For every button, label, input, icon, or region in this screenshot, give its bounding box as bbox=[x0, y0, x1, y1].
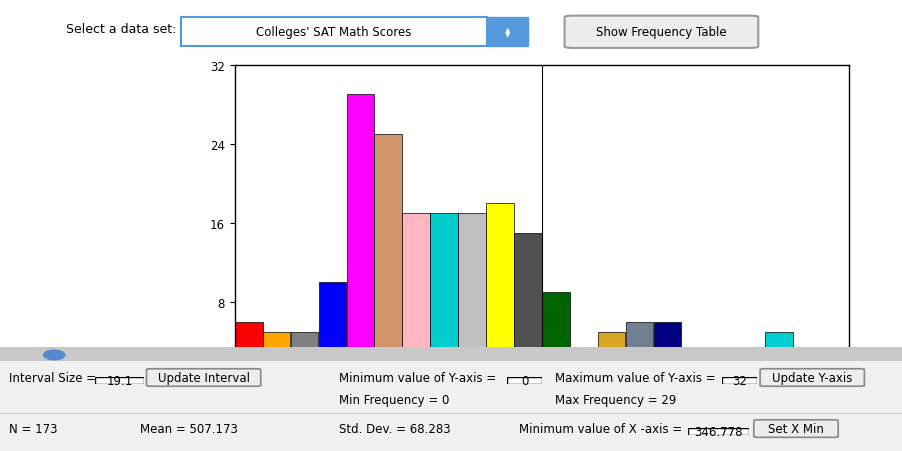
Bar bbox=[262, 332, 290, 381]
Bar bbox=[235, 322, 262, 381]
FancyBboxPatch shape bbox=[180, 18, 486, 47]
Bar bbox=[346, 95, 373, 381]
Text: Min Frequency = 0: Min Frequency = 0 bbox=[338, 393, 448, 405]
Bar bbox=[764, 332, 792, 381]
FancyBboxPatch shape bbox=[753, 420, 837, 437]
Text: Colleges' SAT Math Scores: Colleges' SAT Math Scores bbox=[255, 26, 410, 39]
Text: Select a data set:: Select a data set: bbox=[66, 23, 176, 36]
Text: Set X Min: Set X Min bbox=[768, 422, 823, 435]
Text: 0: 0 bbox=[520, 374, 528, 387]
Bar bbox=[653, 322, 680, 381]
Ellipse shape bbox=[43, 350, 65, 361]
Text: 346.778: 346.778 bbox=[694, 425, 742, 438]
Text: Std. Dev. = 68.283: Std. Dev. = 68.283 bbox=[338, 422, 450, 435]
Text: Minimum value of Y-axis =: Minimum value of Y-axis = bbox=[338, 371, 495, 384]
FancyBboxPatch shape bbox=[486, 18, 528, 47]
Bar bbox=[541, 292, 569, 381]
Bar bbox=[430, 213, 457, 381]
Bar bbox=[597, 332, 625, 381]
Bar bbox=[792, 351, 820, 381]
Bar bbox=[318, 282, 345, 381]
Text: 19.1: 19.1 bbox=[106, 374, 133, 387]
Text: N = 173: N = 173 bbox=[9, 422, 58, 435]
X-axis label: Average SAT Math Score: Average SAT Math Score bbox=[445, 410, 638, 423]
Bar bbox=[513, 233, 541, 381]
Text: Interval Size =: Interval Size = bbox=[9, 371, 96, 384]
Text: Show Frequency Table: Show Frequency Table bbox=[595, 26, 726, 39]
Text: Minimum value of X -axis =: Minimum value of X -axis = bbox=[519, 422, 682, 435]
Text: Update Y-axis: Update Y-axis bbox=[771, 371, 851, 384]
Bar bbox=[569, 351, 597, 381]
Text: Maximum value of Y-axis =: Maximum value of Y-axis = bbox=[555, 371, 715, 384]
Bar bbox=[485, 203, 513, 381]
Bar bbox=[402, 213, 429, 381]
FancyBboxPatch shape bbox=[759, 369, 863, 387]
Text: Update Interval: Update Interval bbox=[158, 371, 249, 384]
FancyBboxPatch shape bbox=[146, 369, 261, 387]
Bar bbox=[457, 213, 485, 381]
FancyBboxPatch shape bbox=[564, 17, 758, 49]
Text: Max Frequency = 29: Max Frequency = 29 bbox=[555, 393, 676, 405]
Text: ▲
▼: ▲ ▼ bbox=[504, 27, 510, 38]
Text: 32: 32 bbox=[732, 374, 746, 387]
Bar bbox=[374, 134, 401, 381]
Bar bbox=[625, 322, 652, 381]
Bar bbox=[290, 332, 318, 381]
Bar bbox=[681, 351, 708, 381]
Text: Mean = 507.173: Mean = 507.173 bbox=[140, 422, 237, 435]
